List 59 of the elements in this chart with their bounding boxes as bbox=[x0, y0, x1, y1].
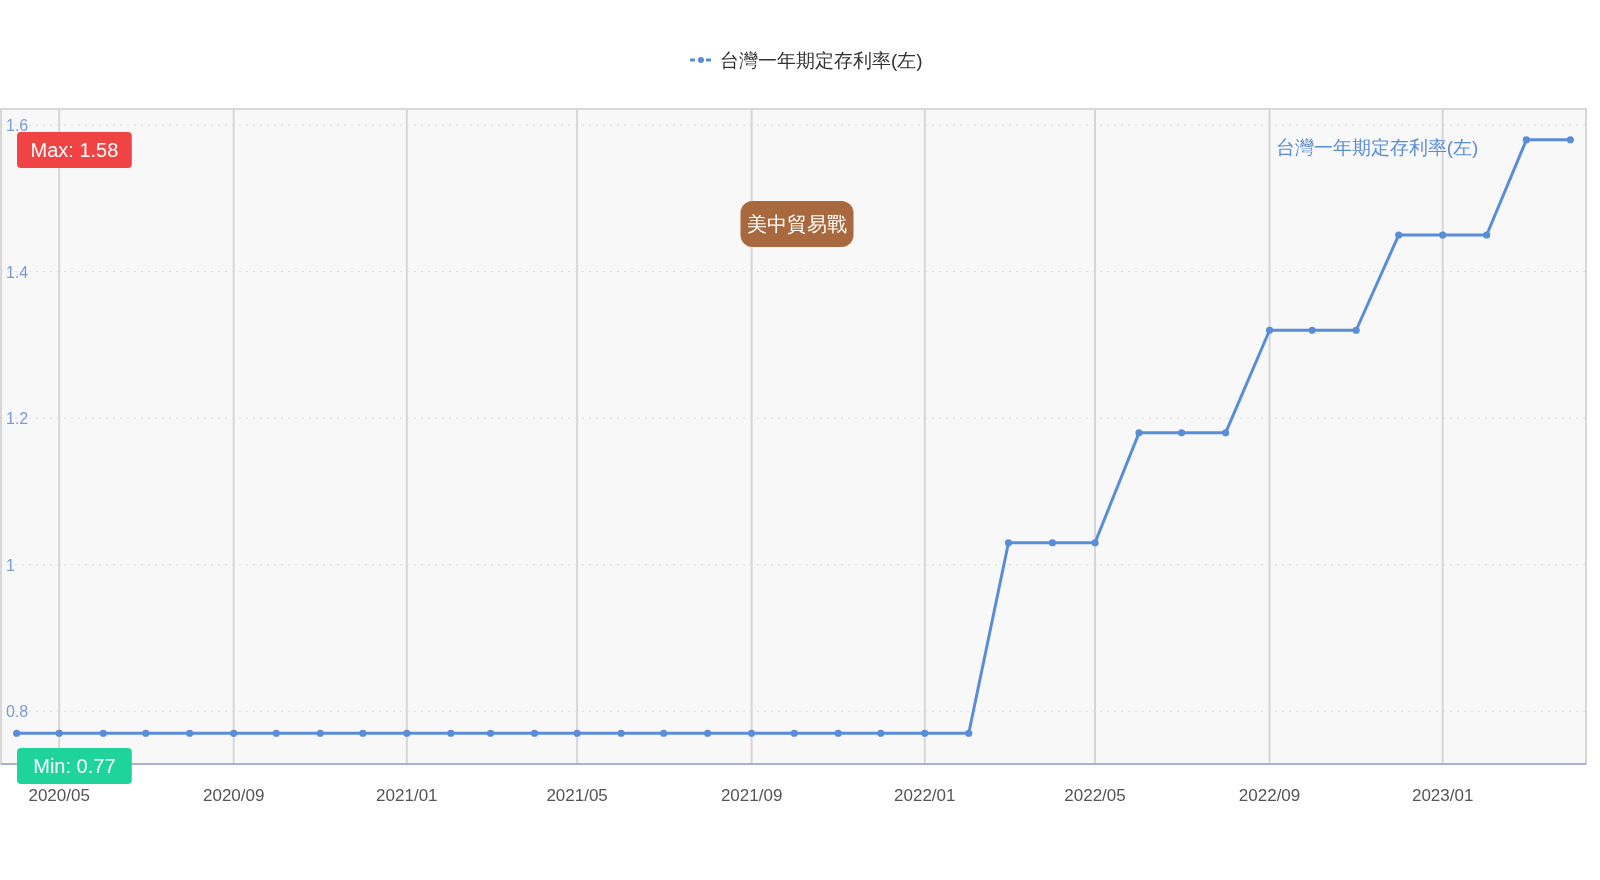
point bbox=[13, 729, 21, 737]
x-tick-label: 2021/09 bbox=[720, 786, 783, 805]
point bbox=[1265, 326, 1274, 334]
point bbox=[447, 729, 455, 737]
x-tick-label: 2020/05 bbox=[28, 786, 90, 805]
point bbox=[142, 729, 150, 737]
x-tick-label: 2022/05 bbox=[1064, 786, 1126, 805]
x-tick-label: 2022/01 bbox=[894, 786, 956, 805]
point bbox=[921, 729, 929, 737]
point bbox=[790, 729, 798, 737]
point bbox=[1135, 429, 1143, 437]
point bbox=[272, 729, 280, 737]
y-tick-label: 1.2 bbox=[6, 410, 29, 428]
point bbox=[230, 729, 238, 737]
point bbox=[99, 729, 107, 737]
point bbox=[834, 729, 842, 737]
annotation: Min: 0.77 bbox=[17, 748, 132, 784]
point bbox=[1395, 231, 1403, 239]
point bbox=[1308, 326, 1316, 334]
y-tick-label: 1.6 bbox=[6, 117, 29, 135]
point bbox=[1566, 136, 1574, 144]
point bbox=[573, 729, 581, 737]
point bbox=[1483, 231, 1491, 239]
x-tick-label: 2022/09 bbox=[1238, 786, 1301, 805]
point bbox=[1522, 136, 1530, 144]
point bbox=[1004, 539, 1013, 547]
point bbox=[316, 729, 324, 737]
point bbox=[1439, 231, 1447, 239]
point bbox=[1048, 539, 1057, 547]
y-tick-label: 1.4 bbox=[6, 263, 29, 281]
point bbox=[1177, 429, 1186, 437]
point bbox=[403, 729, 411, 737]
point bbox=[1091, 539, 1099, 547]
point bbox=[486, 729, 495, 737]
point bbox=[1352, 326, 1360, 334]
y-tick-label: 0.8 bbox=[6, 703, 29, 721]
x-tick-label: 2020/09 bbox=[202, 786, 265, 805]
point bbox=[748, 729, 756, 737]
point bbox=[877, 729, 885, 737]
point bbox=[617, 729, 625, 737]
text: 台灣一年期定存利率(左) bbox=[1275, 136, 1479, 158]
y-tick-label: 1 bbox=[6, 556, 15, 574]
point bbox=[55, 729, 63, 737]
annotation: 美中貿易戰 bbox=[740, 201, 854, 247]
x-tick-label: 2021/05 bbox=[546, 786, 608, 805]
annotation: Max: 1.58 bbox=[30, 139, 119, 161]
point bbox=[1221, 429, 1230, 437]
point bbox=[530, 729, 539, 737]
annotation: Max: 1.58 bbox=[17, 132, 132, 168]
point bbox=[660, 729, 668, 737]
x-tick-label: 2023/01 bbox=[1411, 786, 1474, 805]
annotation: Min: 0.77 bbox=[33, 755, 116, 777]
annotation: 美中貿易戰 bbox=[747, 213, 847, 235]
point bbox=[186, 729, 194, 737]
x-tick-label: 2021/01 bbox=[376, 786, 438, 805]
point bbox=[965, 729, 973, 737]
point bbox=[359, 729, 367, 737]
legend-label: 台灣一年期定存利率(左) bbox=[720, 50, 923, 71]
point bbox=[704, 729, 712, 737]
